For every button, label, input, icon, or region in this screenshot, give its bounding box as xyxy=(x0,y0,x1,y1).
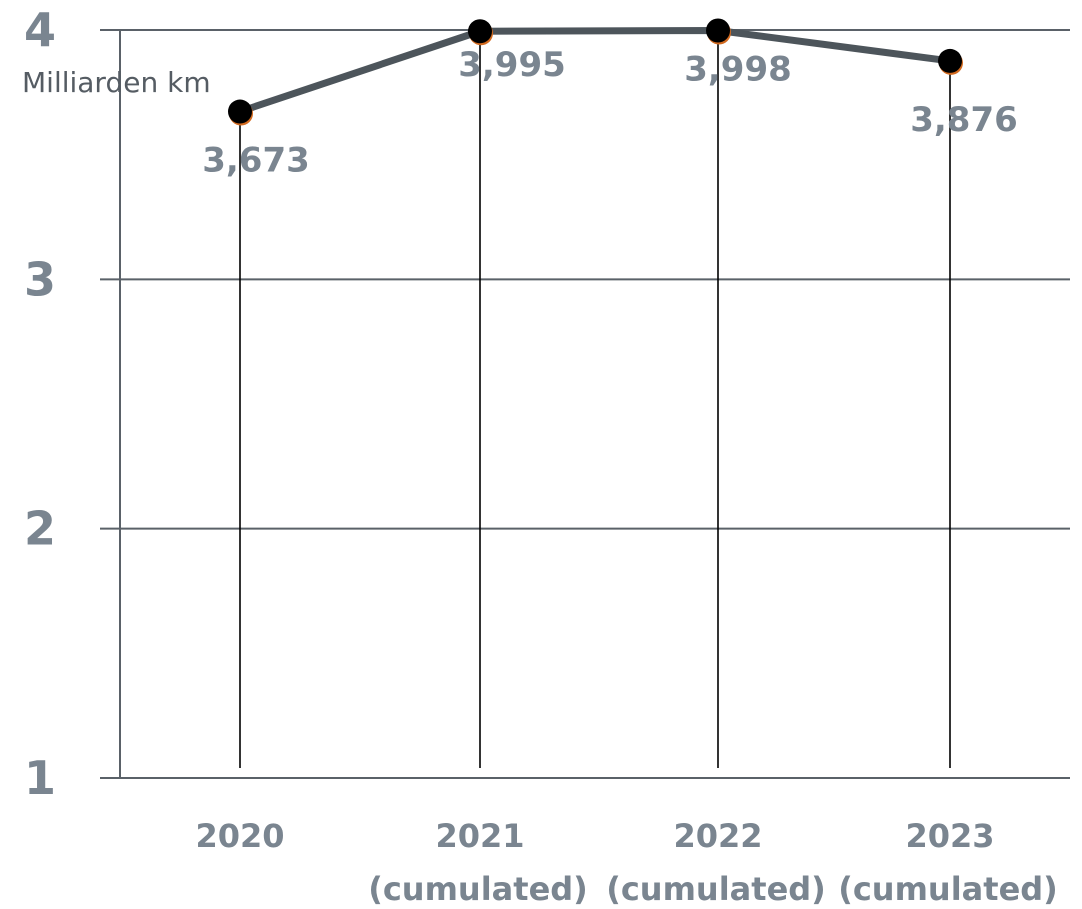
data-point xyxy=(468,19,492,44)
series-line-path xyxy=(236,26,954,116)
data-point xyxy=(706,18,730,43)
x-tick-label: 2022 xyxy=(673,817,762,855)
data-label: 3,995 xyxy=(458,45,566,85)
y-tick-label: 1 xyxy=(24,751,56,805)
drop-lines xyxy=(239,30,951,768)
y-tick-label: 2 xyxy=(24,502,56,556)
labels: Milliarden km 1 2 3 4 3,673 3,995 3,998 3,876 20… xyxy=(22,3,1058,908)
data-label: 3,673 xyxy=(202,141,310,181)
markers xyxy=(228,18,963,126)
data-point xyxy=(938,48,962,73)
x-tick-label: 2021 xyxy=(435,817,524,855)
x-tick-label: 2023 xyxy=(905,817,994,855)
y-axis-label: Milliarden km xyxy=(22,66,211,99)
data-point xyxy=(228,99,252,124)
x-tick-sublabel: (cumulated) xyxy=(368,870,588,908)
x-tick-sublabel: (cumulated) xyxy=(838,870,1058,908)
x-tick-sublabel: (cumulated) xyxy=(606,870,826,908)
y-tick-label: 4 xyxy=(24,3,56,57)
data-label: 3,998 xyxy=(684,49,792,89)
series-line xyxy=(236,26,954,116)
data-label: 3,876 xyxy=(910,100,1018,140)
y-tick-label: 3 xyxy=(24,252,56,306)
x-tick-label: 2020 xyxy=(195,817,284,855)
